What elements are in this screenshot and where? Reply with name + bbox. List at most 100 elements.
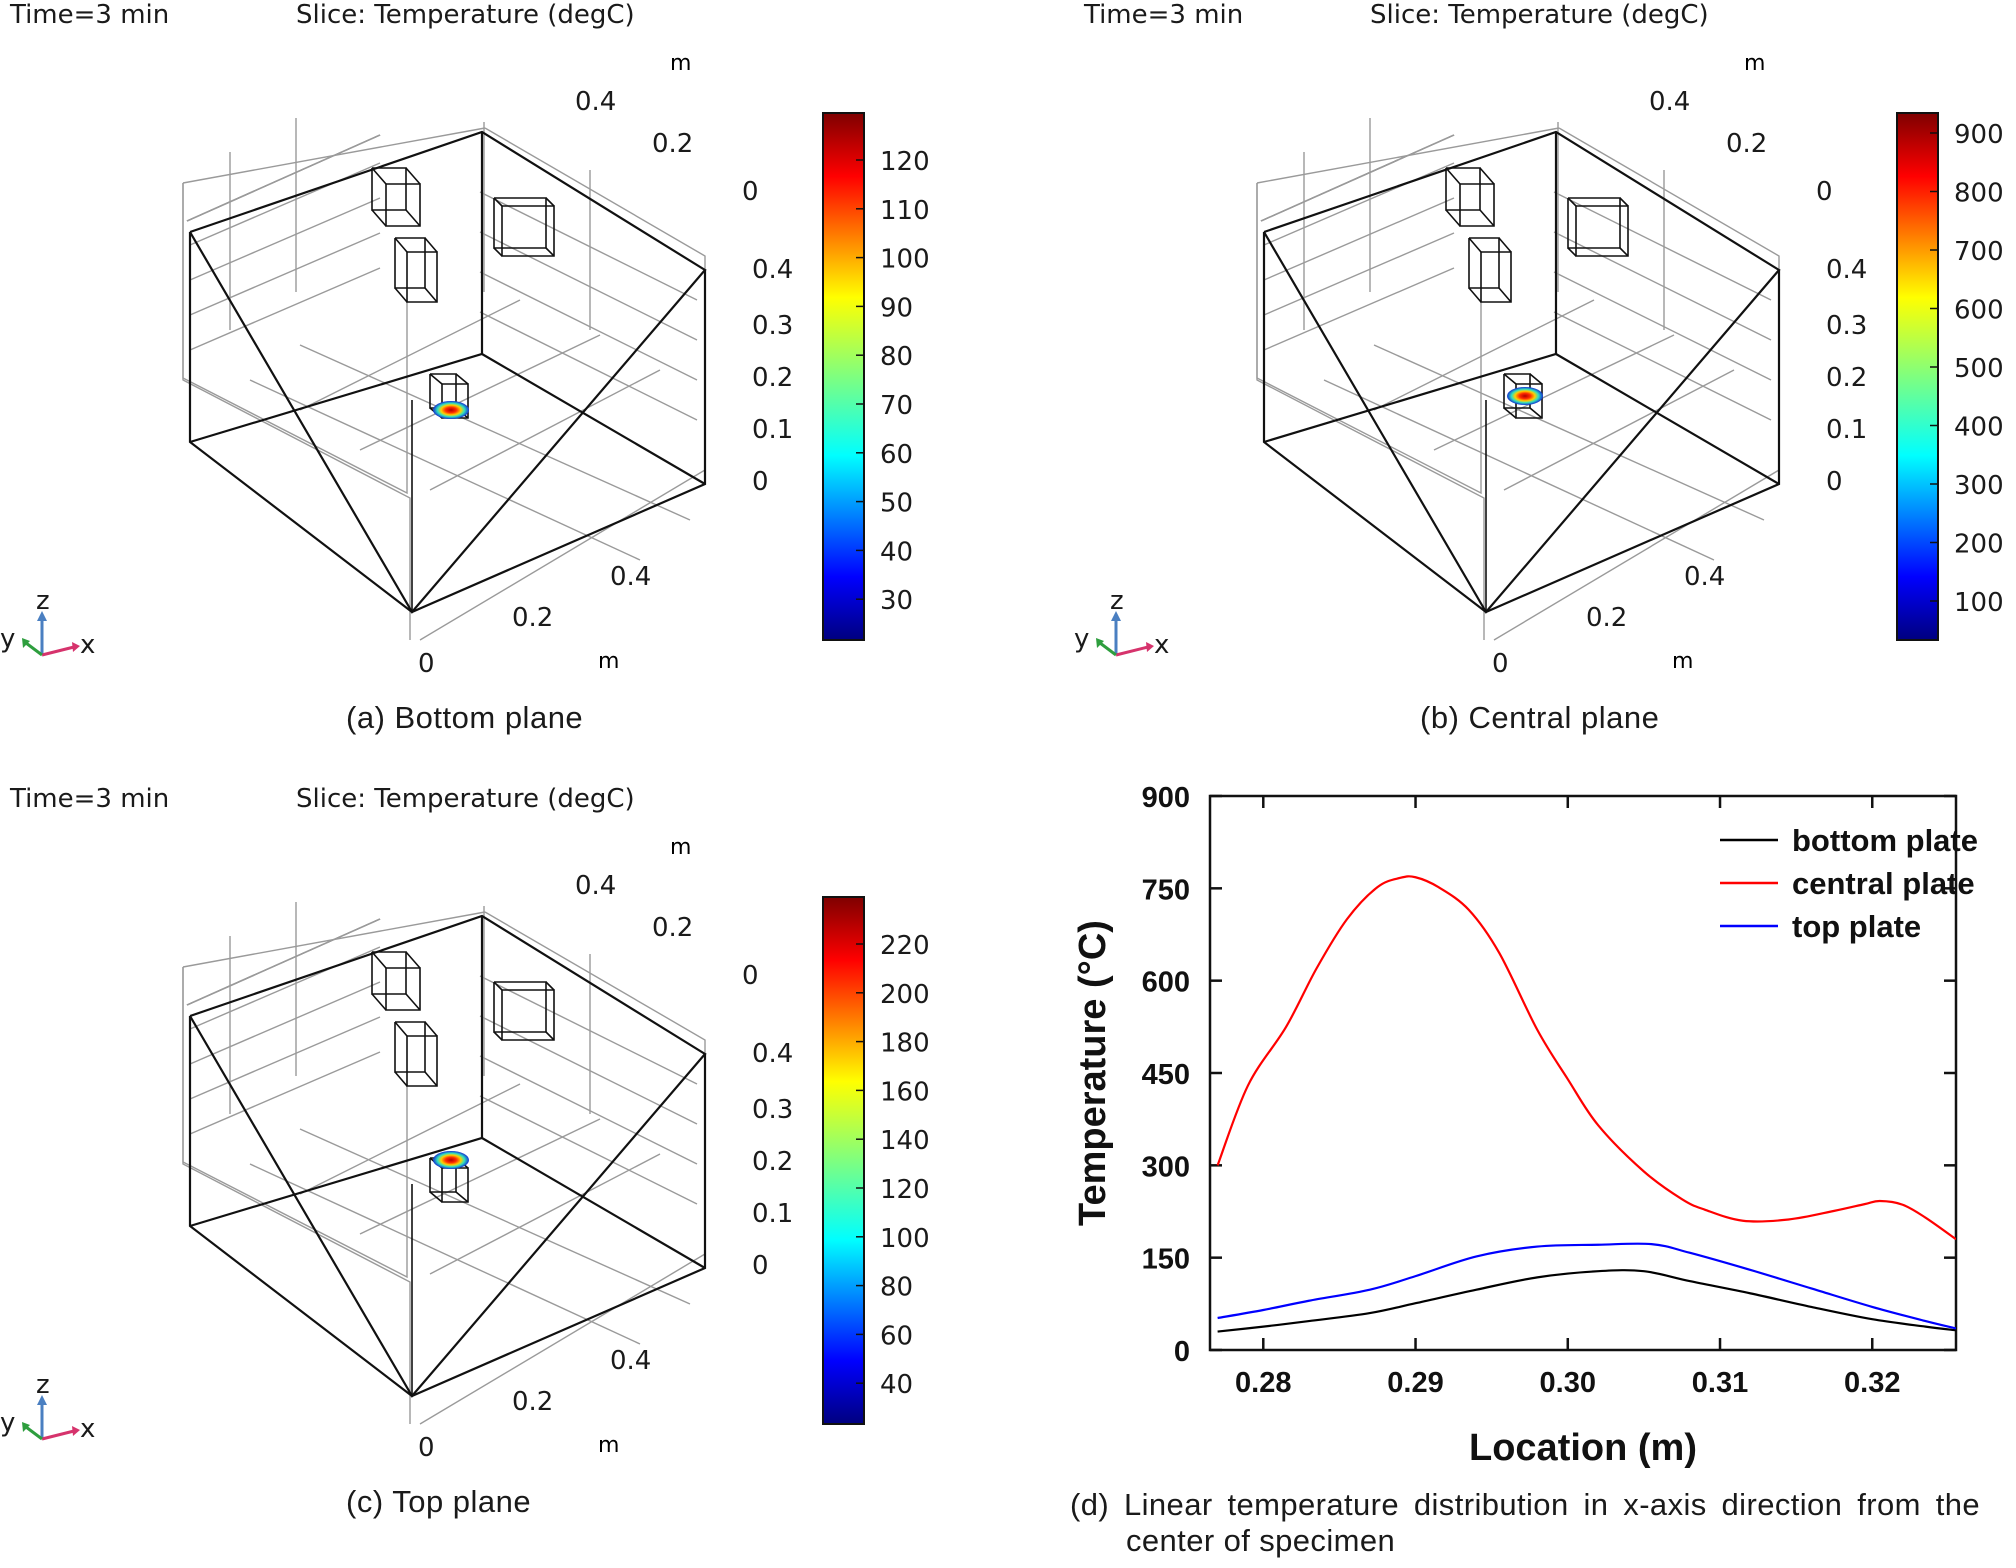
grid-line [1256,183,1485,640]
temperature-slice [433,401,469,419]
grid-line [182,967,411,1424]
z-tick: 0.3 [752,311,793,341]
grid-line [1433,334,1675,451]
triad-x: x [1154,630,1169,660]
box-edge [371,209,387,227]
y-tick-label: 750 [1142,874,1190,906]
axis-unit-y: m [670,835,691,860]
x-axis-arrow [1115,645,1149,657]
z-tick: 0.4 [1826,255,1867,285]
grid-line [189,1016,381,1100]
slice-label: Slice: Temperature (degC) [296,0,635,30]
box-edge [1567,247,1577,257]
grid-line [182,911,486,968]
colorbar-label: 600 [1954,296,2004,326]
axis-unit-x: m [1672,649,1693,674]
grid-line [1503,369,1735,491]
grid-line [1263,232,1455,316]
legend-label: top plate [1792,909,1921,944]
y-tick: 0.4 [575,871,616,901]
box-edge [1529,373,1543,385]
grid-line [1553,191,1772,301]
box-edge [394,1071,408,1087]
box-edge [394,1021,426,1073]
colorbar-label: 100 [880,1224,930,1254]
box-edge [405,993,421,1011]
slice-label: Slice: Temperature (degC) [1370,0,1709,30]
z-tick: 0 [752,1251,769,1281]
box-edge [545,247,555,257]
y-tick: 0.2 [652,129,693,159]
axis-unit-x: m [598,1433,619,1458]
legend-label: central plate [1792,866,1975,901]
x-arrow-head [72,1426,80,1436]
box-edge [1479,167,1495,185]
box-edge [441,1167,469,1203]
axis-unit-x: m [598,649,619,674]
colorbar-label: 700 [1954,237,2004,267]
colorbar-label: 70 [880,391,913,421]
grid-line [1323,379,1715,561]
y-axis-arrow [25,641,43,657]
box-edge [493,247,503,257]
triad-z: z [36,586,50,616]
box-edge [424,287,438,303]
x-tick: 0.4 [610,562,651,592]
colorbar [822,896,865,1425]
triad-z: z [36,1370,50,1400]
box-edge [1503,407,1517,419]
legend-label: bottom plate [1792,823,1978,858]
z-tick: 0.2 [752,363,793,393]
box-edge [394,1021,408,1037]
grid-line [182,127,486,184]
y-arrow-head [22,1422,30,1432]
box-edge [1498,237,1512,253]
box-edge [424,1071,438,1087]
z-tick: 0.4 [752,255,793,285]
grid-line [479,1095,698,1205]
colorbar-label: 180 [880,1029,930,1059]
z-arrow-head [1111,611,1121,621]
grid-line [429,1153,661,1275]
time-label: Time=3 min [10,784,170,814]
box-edge [1468,237,1482,253]
colorbar-label: 110 [880,196,930,226]
box-edge [455,1191,469,1203]
box-edge [493,1031,503,1041]
colorbar [822,112,865,641]
y-tick: 0.2 [652,913,693,943]
colorbar-label: 900 [1954,120,2004,150]
colorbar-label: 160 [880,1077,930,1107]
box-edge [371,993,387,1011]
grid-line [189,946,381,1030]
grid-line [479,975,698,1085]
panel-bottom-plane: Time=3 min Slice: Temperature (degC) m 0.… [0,0,1008,784]
colorbar-label: 800 [1954,179,2004,209]
colorbar-label: 40 [880,1370,913,1400]
grid-line [182,183,411,640]
box-edge [545,981,555,991]
x-tick-label: 0.31 [1692,1367,1748,1399]
grid-line [186,918,381,1006]
caption-d: (d) Linear temperature distribution in x… [1070,1487,1980,1559]
box-edge [1498,287,1512,303]
triad-y: y [1074,624,1089,654]
grid-line [186,134,381,222]
colorbar-label: 40 [880,537,913,567]
triad-x: x [80,1414,95,1444]
grid-line [1553,311,1772,421]
y-tick-label: 0 [1174,1336,1190,1368]
y-arrow-head [22,638,30,648]
box-edge [1468,287,1482,303]
series-line-top-plate [1217,1242,1956,1330]
panel-top-plane: Time=3 min Slice: Temperature (degC) m 0.… [0,784,1008,1568]
box-edge [455,373,469,385]
grid-line [299,1083,521,1195]
grid-line [359,1118,601,1235]
time-label: Time=3 min [10,0,170,30]
grid-line [189,267,381,351]
box-edge [405,167,421,185]
z-arrow-head [37,611,47,621]
triad-z: z [1110,586,1124,616]
colorbar-label: 90 [880,293,913,323]
